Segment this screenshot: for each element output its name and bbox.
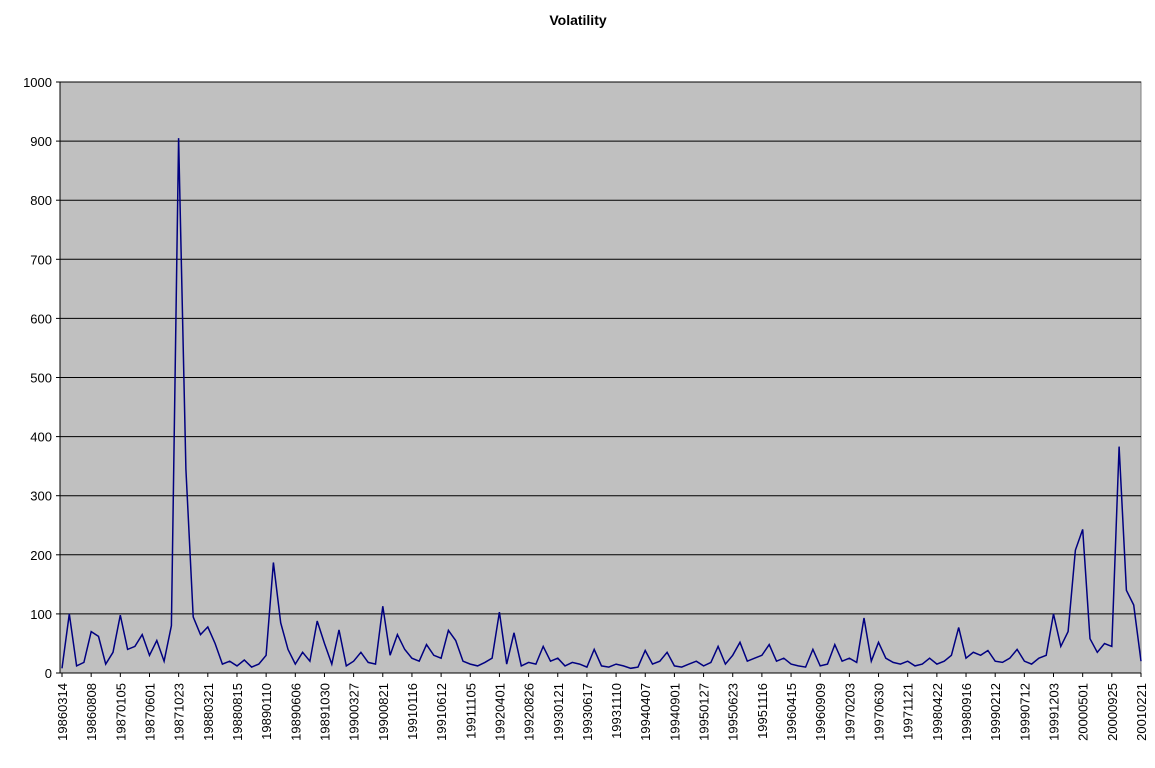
x-tick-label: 19870105 (113, 683, 128, 741)
x-tick-label: 19990712 (1017, 683, 1032, 741)
x-tick-label: 19860808 (84, 683, 99, 741)
x-tick-label: 19890606 (288, 683, 303, 741)
x-tick-label: 20010221 (1134, 683, 1149, 741)
x-tick-label: 19911105 (463, 683, 478, 739)
x-tick-label: 19980422 (930, 683, 945, 741)
y-tick-label: 1000 (23, 75, 52, 90)
x-tick-label: 19970203 (842, 683, 857, 741)
x-tick-label: 19930121 (551, 683, 566, 741)
x-tick-label: 19990212 (988, 683, 1003, 741)
x-tick-label: 19931110 (609, 683, 624, 739)
x-tick-label: 19971121 (901, 683, 916, 740)
x-tick-label: 19870601 (142, 683, 157, 741)
x-tick-label: 19960415 (784, 683, 799, 741)
x-tick-label: 19940901 (667, 683, 682, 741)
x-tick-label: 19891030 (317, 683, 332, 741)
x-tick-label: 19880815 (230, 683, 245, 741)
x-tick-label: 19991203 (1047, 683, 1062, 741)
y-tick-label: 300 (30, 489, 52, 504)
y-tick-label: 900 (30, 134, 52, 149)
x-tick-label: 19960909 (813, 683, 828, 741)
x-tick-label: 19910116 (405, 683, 420, 740)
y-tick-label: 100 (30, 607, 52, 622)
y-tick-label: 200 (30, 548, 52, 563)
x-tick-label: 19970630 (872, 683, 887, 741)
y-tick-label: 800 (30, 193, 52, 208)
x-tick-label: 19950623 (726, 683, 741, 741)
x-tick-label: 19980916 (959, 683, 974, 741)
x-tick-label: 19860314 (55, 683, 70, 741)
x-tick-label: 20000501 (1076, 683, 1091, 741)
y-tick-label: 600 (30, 311, 52, 326)
x-tick-label: 19940407 (638, 683, 653, 741)
x-tick-label: 19890110 (259, 683, 274, 740)
x-tick-label: 19920401 (492, 683, 507, 741)
x-tick-label: 19951116 (755, 683, 770, 739)
x-tick-label: 19900327 (347, 683, 362, 741)
chart-title: Volatility (549, 12, 607, 28)
y-tick-label: 400 (30, 430, 52, 445)
y-tick-label: 700 (30, 252, 52, 267)
x-tick-label: 19880321 (201, 683, 216, 741)
x-tick-label: 19900821 (376, 683, 391, 741)
x-tick-label: 19920826 (522, 683, 537, 741)
y-tick-label: 500 (30, 371, 52, 386)
line-series (61, 138, 1142, 670)
x-tick-label: 19950127 (697, 683, 712, 741)
y-tick-label: 0 (45, 666, 52, 681)
x-tick-label: 19930617 (580, 683, 595, 741)
x-tick-label: 19910612 (434, 683, 449, 741)
x-tick-label: 20000925 (1105, 683, 1120, 741)
x-tick-label: 19871023 (172, 683, 187, 741)
